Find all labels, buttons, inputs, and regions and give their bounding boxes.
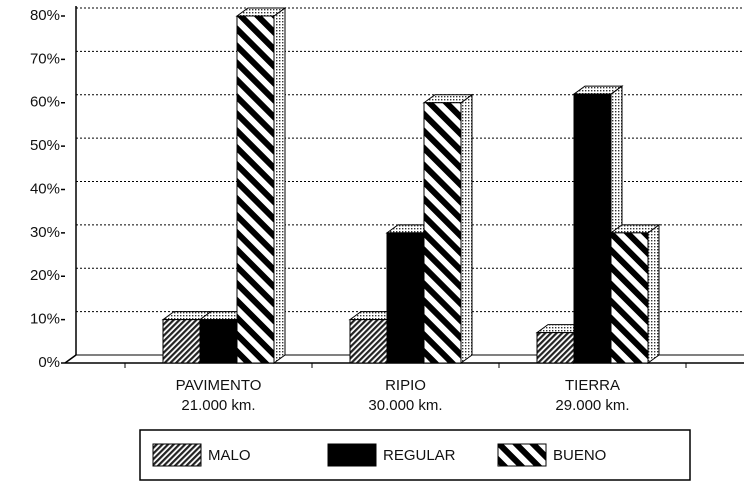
legend-swatch xyxy=(327,443,377,467)
bar xyxy=(236,15,275,364)
x-tick-sublabel: 30.000 km. xyxy=(368,397,442,414)
bar xyxy=(610,232,649,364)
y-tick-label: 0% xyxy=(38,354,60,371)
x-tick-label: TIERRA xyxy=(565,377,620,394)
bar xyxy=(386,232,425,364)
bar xyxy=(573,93,612,364)
legend-swatch xyxy=(497,443,547,467)
y-axis xyxy=(64,354,77,364)
x-tick-sublabel: 29.000 km. xyxy=(555,397,629,414)
legend-box xyxy=(139,429,691,481)
bar xyxy=(536,332,575,364)
x-tick-label: PAVIMENTO xyxy=(176,377,262,394)
y-tick-label: 60% xyxy=(30,94,60,111)
bar-side xyxy=(647,223,660,364)
y-tick-label: 20% xyxy=(30,267,60,284)
bar xyxy=(199,319,238,364)
bar xyxy=(423,102,462,364)
y-tick-label: 70% xyxy=(30,50,60,67)
legend-label: MALO xyxy=(208,447,251,464)
y-tick-label: 30% xyxy=(30,224,60,241)
y-tick-label: 10% xyxy=(30,311,60,328)
bar-side xyxy=(273,7,286,364)
y-tick-label: 40% xyxy=(30,180,60,197)
legend-swatch xyxy=(152,443,202,467)
x-tick-sublabel: 21.000 km. xyxy=(181,397,255,414)
bar xyxy=(349,319,388,364)
y-tick-label: 50% xyxy=(30,137,60,154)
bar xyxy=(162,319,201,364)
legend-label: REGULAR xyxy=(383,447,456,464)
y-tick-label: 80% xyxy=(30,7,60,24)
legend-label: BUENO xyxy=(553,447,606,464)
x-tick-label: RIPIO xyxy=(385,377,426,394)
bar-side xyxy=(460,93,473,364)
